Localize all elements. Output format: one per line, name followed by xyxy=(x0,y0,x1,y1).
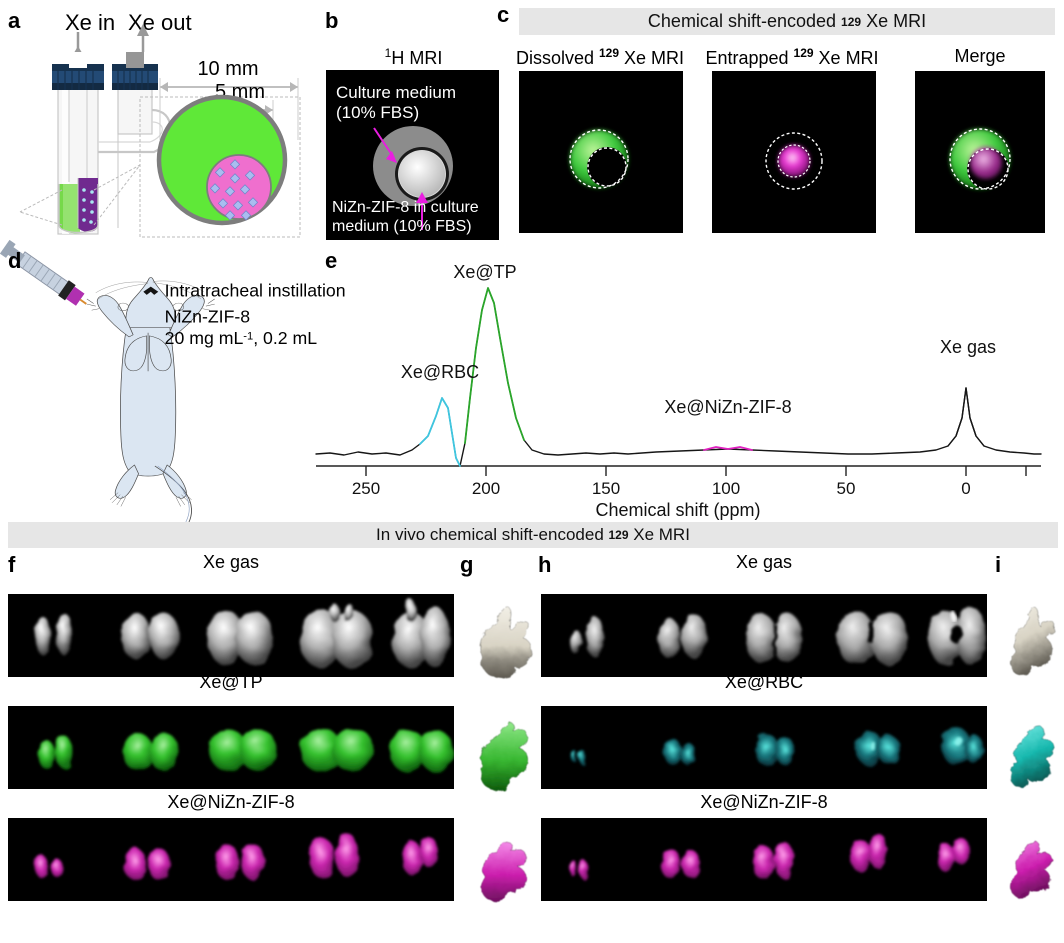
svg-text:Xe in: Xe in xyxy=(65,10,115,35)
svg-text:medium (10% FBS): medium (10% FBS) xyxy=(332,218,472,235)
svg-text:0: 0 xyxy=(961,479,970,498)
svg-text:Xe@RBC: Xe@RBC xyxy=(401,362,479,382)
svg-text:Chemical shift (ppm): Chemical shift (ppm) xyxy=(595,500,760,520)
svg-text:Xe@TP: Xe@TP xyxy=(453,262,516,282)
svg-text:NiZn-ZIF-8: NiZn-ZIF-8 xyxy=(165,307,251,327)
svg-text:50: 50 xyxy=(837,479,856,498)
svg-text:10 mm: 10 mm xyxy=(197,58,258,80)
svg-text:20 mg mL-1, 0.2 mL: 20 mg mL-1, 0.2 mL xyxy=(165,328,318,348)
svg-text:200: 200 xyxy=(472,479,500,498)
svg-text:100: 100 xyxy=(712,479,740,498)
svg-text:Culture medium: Culture medium xyxy=(336,83,456,102)
svg-text:(10% FBS): (10% FBS) xyxy=(336,103,419,122)
svg-text:Xe out: Xe out xyxy=(128,10,192,35)
svg-text:Xe@NiZn-ZIF-8: Xe@NiZn-ZIF-8 xyxy=(664,397,791,417)
svg-text:NiZn-ZIF-8 in culture: NiZn-ZIF-8 in culture xyxy=(332,199,479,216)
svg-text:250: 250 xyxy=(352,479,380,498)
svg-text:Xe gas: Xe gas xyxy=(940,337,996,357)
svg-text:150: 150 xyxy=(592,479,620,498)
